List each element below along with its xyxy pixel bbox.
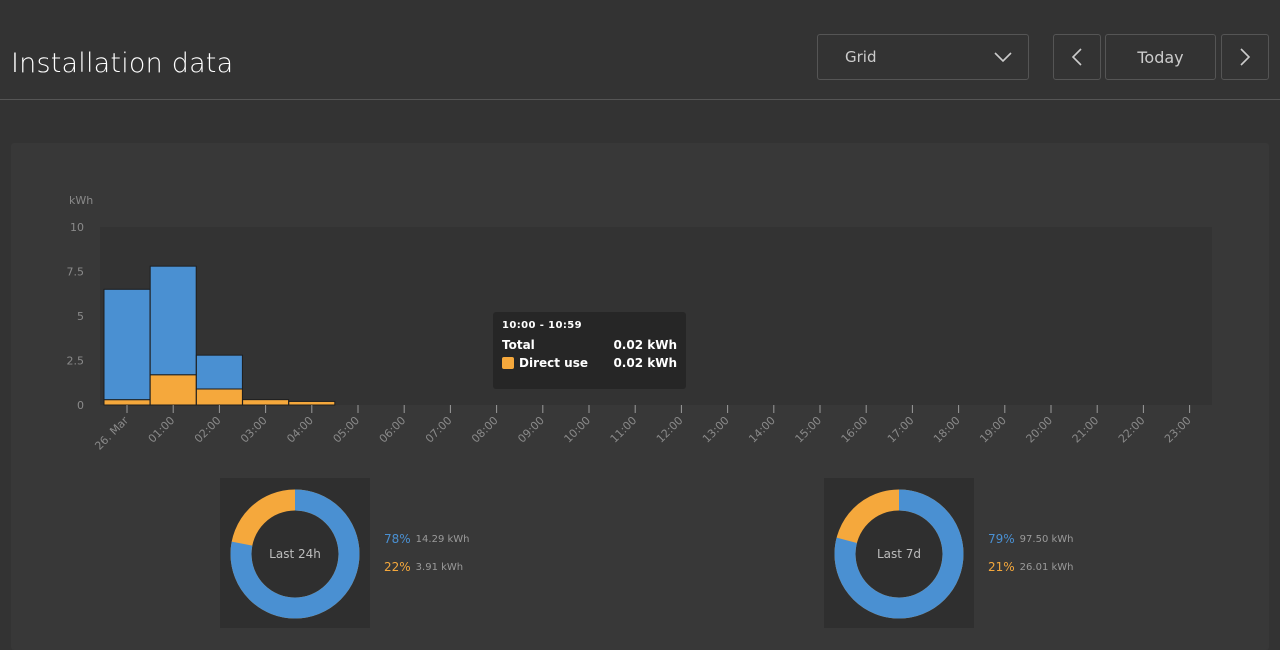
x-tick-label: 06:00 — [377, 414, 409, 446]
x-tick-label: 20:00 — [1024, 414, 1056, 446]
donut-24h-orange-pct: 22% — [384, 560, 411, 574]
donut-24h-legend: 78% 14.29 kWh 22% 3.91 kWh — [384, 525, 470, 581]
tooltip-total-label: Total — [502, 338, 535, 352]
chevron-right-icon — [1240, 48, 1251, 66]
direct-use-swatch — [502, 357, 514, 369]
bar-series2-0[interactable] — [103, 288, 151, 401]
energy-bar-chart: kWh 0 2.5 5 7.5 10 26. Mar 01:00 02:00 03:00 04:… — [66, 194, 1194, 453]
y-tick-label: 5 — [77, 310, 84, 323]
x-tick-label: 08:00 — [469, 414, 501, 446]
y-axis: 0 2.5 5 7.5 10 — [67, 221, 85, 412]
x-tick-label: 03:00 — [238, 414, 270, 446]
x-tick-label: 14:00 — [746, 414, 778, 446]
donut-last-7d[interactable]: Last 7d — [824, 478, 974, 628]
donut-24h-blue-pct: 78% — [384, 532, 411, 546]
bar-direct-use-2[interactable] — [195, 388, 243, 406]
bar-direct-use-0[interactable] — [103, 399, 151, 406]
x-tick-label: 17:00 — [885, 414, 917, 446]
x-tick-label: 19:00 — [977, 414, 1009, 446]
bar-series2-2[interactable] — [195, 354, 243, 390]
tooltip-series-value: 0.02 kWh — [613, 356, 677, 370]
bar-direct-use-1[interactable] — [149, 374, 197, 406]
chevron-left-icon — [1071, 48, 1082, 66]
x-tick-label: 26. Mar — [92, 414, 131, 453]
y-tick-label: 2.5 — [67, 355, 85, 368]
bar-direct-use-3[interactable] — [242, 399, 290, 406]
donut-chart-24h: Last 24h — [230, 489, 360, 619]
x-tick-label: 11:00 — [608, 414, 640, 446]
donut-7d-orange-pct: 21% — [988, 560, 1015, 574]
x-tick-label: 10:00 — [562, 414, 594, 446]
chevron-down-icon — [994, 52, 1012, 63]
previous-button[interactable] — [1053, 34, 1101, 80]
bar-series2-1[interactable] — [149, 265, 197, 376]
donut-last-24h[interactable]: Last 24h — [220, 478, 370, 628]
donut-24h-blue-kwh: 14.29 kWh — [415, 533, 470, 545]
next-button[interactable] — [1221, 34, 1269, 80]
x-tick-label: 07:00 — [423, 414, 455, 446]
donut-7d-blue-arc — [834, 489, 964, 619]
x-tick-label: 12:00 — [654, 414, 686, 446]
donut-24h-blue-arc — [230, 489, 360, 619]
donut-7d-blue-pct: 79% — [988, 532, 1015, 546]
x-axis: 26. Mar 01:00 02:00 03:00 04:00 05:00 06:00 07:… — [92, 405, 1194, 453]
donut-7d-label: Last 7d — [877, 547, 921, 561]
x-tick-label: 01:00 — [146, 414, 178, 446]
source-select-value: Grid — [845, 48, 877, 66]
y-tick-label: 7.5 — [67, 266, 85, 279]
y-tick-label: 0 — [77, 399, 84, 412]
x-tick-label: 16:00 — [839, 414, 871, 446]
donut-24h-label: Last 24h — [269, 547, 321, 561]
today-button[interactable]: Today — [1105, 34, 1216, 80]
tooltip-total-row: Total 0.02 kWh — [502, 338, 677, 352]
x-tick-label: 09:00 — [515, 414, 547, 446]
tooltip-range: 10:00 - 10:59 — [502, 320, 582, 331]
x-tick-label: 22:00 — [1116, 414, 1148, 446]
page-title: Installation data — [11, 48, 234, 79]
page-header: Installation data Grid Today — [0, 0, 1280, 100]
y-axis-label: kWh — [69, 194, 93, 207]
x-tick-label: 23:00 — [1162, 414, 1194, 446]
donut-7d-orange-kwh: 26.01 kWh — [1019, 561, 1074, 573]
y-tick-label: 10 — [70, 221, 84, 234]
tooltip-total-value: 0.02 kWh — [613, 338, 677, 352]
x-tick-label: 21:00 — [1070, 414, 1102, 446]
donut-7d-blue-kwh: 97.50 kWh — [1019, 533, 1074, 545]
chart-tooltip: 10:00 - 10:59 Total 0.02 kWh Direct use … — [493, 312, 686, 389]
x-tick-label: 04:00 — [284, 414, 316, 446]
tooltip-series-label: Direct use — [519, 356, 588, 370]
x-tick-label: 18:00 — [931, 414, 963, 446]
tooltip-series-row: Direct use 0.02 kWh — [502, 356, 677, 370]
source-select[interactable]: Grid — [817, 34, 1029, 80]
bars-group[interactable] — [103, 265, 336, 406]
x-tick-label: 15:00 — [793, 414, 825, 446]
x-tick-label: 02:00 — [192, 414, 224, 446]
x-tick-label: 05:00 — [331, 414, 363, 446]
donut-chart-7d: Last 7d — [834, 489, 964, 619]
donut-7d-legend: 79% 97.50 kWh 21% 26.01 kWh — [988, 525, 1074, 581]
donut-24h-orange-kwh: 3.91 kWh — [415, 561, 464, 573]
bar-direct-use-4[interactable] — [288, 400, 336, 406]
x-tick-label: 13:00 — [700, 414, 732, 446]
